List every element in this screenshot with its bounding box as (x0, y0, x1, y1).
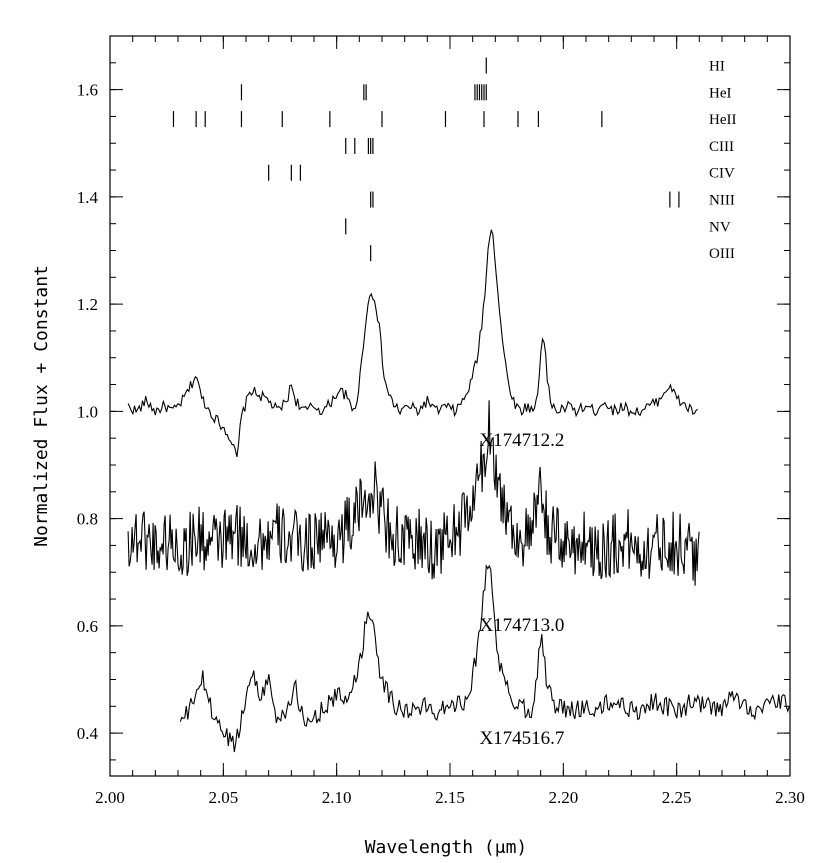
spectrum-X174712.2 (127, 229, 698, 458)
x-tick-label: 2.20 (548, 788, 578, 807)
x-axis-title: Wavelength (μm) (365, 837, 528, 858)
y-tick-label: 1.6 (77, 81, 98, 100)
x-tick-label: 2.30 (775, 788, 805, 807)
spectra-series: X174712.2 X174713.0 X174516.7 (127, 229, 790, 753)
y-tick-label: 1.4 (77, 188, 99, 207)
line-id-label: CIII (709, 139, 734, 155)
line-identifications: HI HeI HeII CIII CIV NIII NV OIII (172, 57, 736, 262)
y-tick-label: 1.2 (77, 295, 98, 314)
line-id-label: NIII (709, 193, 735, 209)
y-tick-label: 0.6 (77, 617, 98, 636)
spectrum-label: X174516.7 (479, 728, 564, 749)
spectrum-label: X174713.0 (479, 615, 564, 636)
y-tick-label: 0.4 (77, 724, 99, 743)
x-tick-label: 2.05 (208, 788, 238, 807)
line-id-label: CIV (709, 166, 735, 182)
x-tick-label: 2.10 (322, 788, 352, 807)
y-tick-label: 1.0 (77, 402, 98, 421)
axis-ticks (109, 36, 791, 776)
line-id-label: NV (709, 219, 731, 235)
x-tick-label: 2.00 (95, 788, 125, 807)
line-id-label: OIII (709, 246, 735, 262)
x-tick-label: 2.25 (662, 788, 692, 807)
line-id-label: HI (709, 58, 725, 74)
x-tick-label: 2.15 (435, 788, 465, 807)
axis-tick-labels: 2.00 2.05 2.10 2.15 2.20 2.25 2.30 0.4 0.6 0.8 1.0… (77, 81, 805, 807)
spectrum-X174516.7 (179, 563, 790, 753)
spectrum-label: X174712.2 (479, 430, 564, 451)
spectrum-X174713.0 (127, 400, 700, 586)
y-axis-title: Normalized Flux + Constant (31, 265, 52, 547)
line-id-label: HeII (709, 112, 736, 128)
line-id-label: HeI (709, 85, 732, 101)
y-tick-label: 0.8 (77, 510, 98, 529)
